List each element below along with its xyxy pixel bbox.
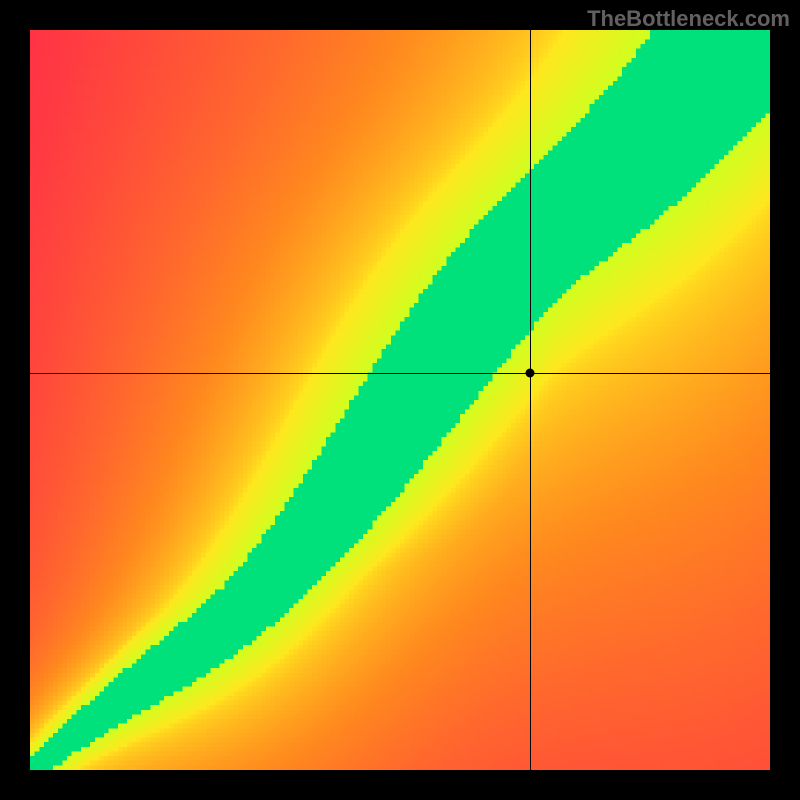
crosshair-vertical (530, 30, 531, 770)
chart-container: TheBottleneck.com (0, 0, 800, 800)
marker-point (526, 369, 535, 378)
crosshair-horizontal (30, 373, 770, 374)
heatmap-canvas (30, 30, 770, 770)
plot-area (30, 30, 770, 770)
watermark-text: TheBottleneck.com (587, 6, 790, 32)
